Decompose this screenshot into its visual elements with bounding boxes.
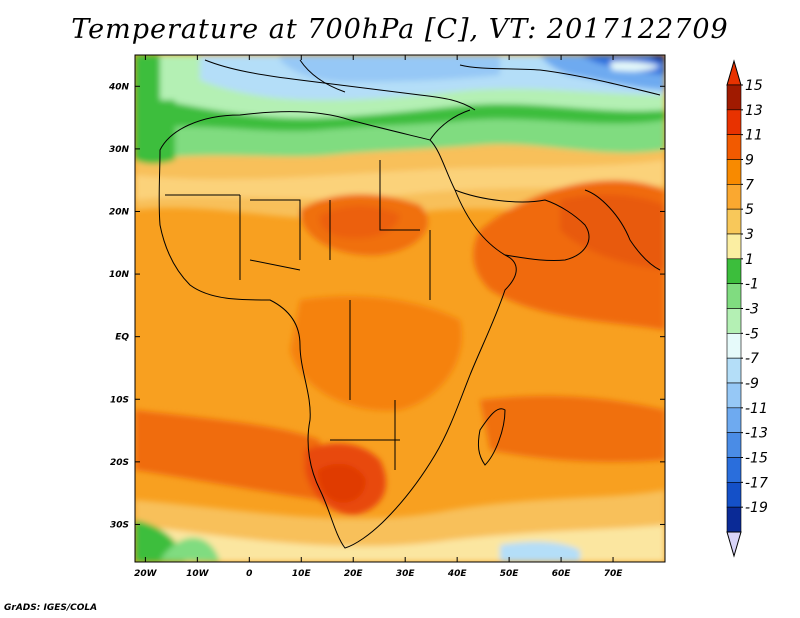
lat-tick-label: EQ [115,333,129,343]
coastlines [158,59,661,549]
lat-tick-label: 40N [108,82,130,92]
temperature-field [135,55,665,562]
colorbar-label: -9 [745,376,759,392]
colorbar-band [726,407,742,433]
colorbar-label: -3 [745,302,759,318]
colorbar-band [726,333,742,359]
colorbar-label: 15 [745,78,763,94]
lon-tick-label: 40E [447,569,468,579]
colorbar-label: -15 [745,451,768,467]
colorbar-band [726,482,742,508]
lon-tick-label: 30E [396,569,416,579]
colorbar: 15 13 11 9 7 5 3 1 -1 -3 -5 -7 -9 -11 -13 -15 -17 -19 [726,59,768,558]
colorbar-band [726,134,742,160]
lon-tick-label: 70E [604,569,624,579]
colorbar-band [726,382,742,409]
colorbar-band [726,283,742,309]
colorbar-band [726,432,742,458]
colorbar-label: -1 [745,277,759,293]
colorbar-label: 7 [745,177,754,193]
colorbar-label: 13 [745,103,763,119]
colorbar-label: -17 [745,475,768,491]
colorbar-band [726,109,742,135]
map-title: Temperature at 700hPa [C], VT: 201712270… [71,14,729,45]
colorbar-band [726,506,742,533]
colorbar-label: -13 [745,426,768,442]
colorbar-label: -5 [745,326,759,342]
colorbar-label: 3 [745,227,754,243]
lat-tick-label: 30S [110,520,129,530]
longitude-axis: 20W 10W 0 10E 20E 30E 40E 50E 60E 70E [134,55,623,579]
colorbar-band [726,208,742,235]
colorbar-top-arrow [726,59,742,86]
lon-tick-label: 20E [344,569,364,579]
colorbar-label: 1 [745,252,754,268]
colorbar-label: 5 [745,202,754,218]
colorbar-band [726,159,742,185]
lon-tick-label: 0 [246,569,252,579]
lon-tick-label: 20W [134,569,158,579]
colorbar-band [726,233,742,260]
credit-text: GrADS: IGES/COLA [4,603,98,613]
lat-tick-label: 20N [109,207,130,217]
colorbar-bottom-arrow [726,531,742,558]
colorbar-label: 9 [745,153,754,169]
lat-tick-label: 30N [109,145,130,155]
colorbar-band [726,258,742,284]
colorbar-label: 11 [745,128,763,144]
lat-tick-label: 10N [109,270,130,280]
colorbar-label: -19 [745,500,768,516]
colorbar-band [726,308,742,334]
lon-tick-label: 50E [500,569,520,579]
colorbar-band [726,457,742,483]
lon-tick-label: 10E [292,569,312,579]
plot-frame [134,54,666,563]
colorbar-band [726,357,742,384]
colorbar-label: -7 [745,351,759,367]
colorbar-label: -11 [745,401,768,417]
lon-tick-label: 10W [186,569,210,579]
colorbar-band [726,84,742,111]
lat-tick-label: 20S [110,458,129,468]
colorbar-band [726,184,742,210]
latitude-axis: 40N 30N 20N 10N EQ 10S 20S 30S [108,82,665,530]
lon-tick-label: 60E [552,569,572,579]
lat-tick-label: 10S [110,395,129,405]
